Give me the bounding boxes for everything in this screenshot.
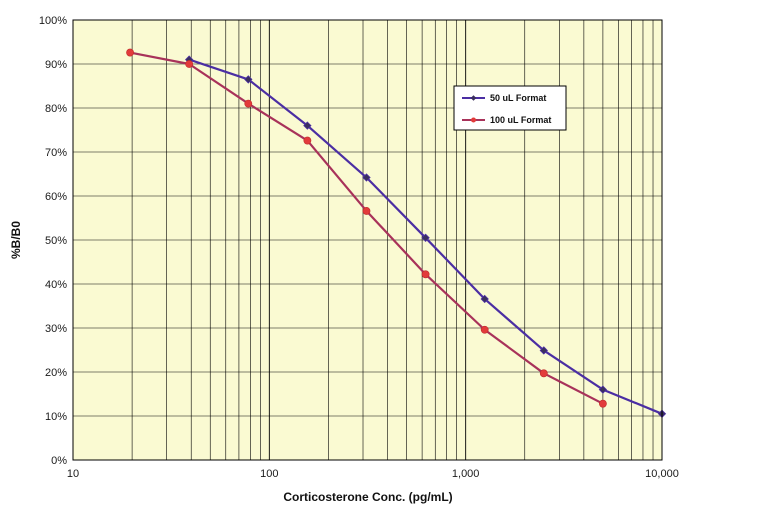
y-tick-label: 40% [45, 279, 67, 291]
x-tick-label: 10 [67, 468, 79, 480]
y-tick-label: 20% [45, 367, 67, 379]
data-point [539, 369, 548, 378]
x-tick-label: 1,000 [452, 468, 480, 480]
y-tick-label: 50% [45, 235, 67, 247]
x-axis-ticks: 10 100 1,000 10,000 [67, 468, 679, 480]
y-tick-label: 80% [45, 103, 67, 115]
data-point [598, 399, 607, 408]
data-point [244, 75, 253, 84]
y-tick-label: 60% [45, 191, 67, 203]
y-tick-label: 30% [45, 323, 67, 335]
legend-box [453, 85, 567, 131]
legend-label-100ul: 100 uL Format [490, 115, 551, 125]
y-tick-label: 0% [51, 455, 67, 467]
legend: 50 uL Format 100 uL Format [453, 85, 567, 131]
x-axis-title: Corticosterone Conc. (pg/mL) [283, 490, 452, 504]
legend-label-50ul: 50 uL Format [490, 93, 546, 103]
y-tick-label: 70% [45, 147, 67, 159]
plot-border [72, 19, 663, 461]
y-axis-ticks: 0% 10% 20% 30% 40% 50% 60% 70% 80% 90% 100% [39, 15, 67, 467]
y-tick-label: 10% [45, 411, 67, 423]
y-tick-label: 90% [45, 59, 67, 71]
data-point [244, 99, 253, 108]
data-point [480, 294, 489, 304]
y-tick-label: 100% [39, 15, 67, 27]
legend-marker-100ul [471, 117, 476, 123]
data-point [303, 121, 312, 130]
data-point [598, 385, 608, 394]
y-axis-title: %B/B0 [9, 221, 23, 259]
x-tick-label: 100 [260, 468, 278, 480]
data-point [303, 136, 312, 145]
data-point [126, 48, 134, 57]
data-point [480, 325, 489, 334]
data-point [362, 173, 371, 182]
series-group [126, 48, 667, 418]
x-tick-label: 10,000 [645, 468, 679, 480]
legend-marker-50ul [470, 95, 477, 101]
data-point [421, 270, 430, 279]
data-point [185, 60, 194, 68]
data-point [539, 346, 548, 355]
data-point [421, 233, 430, 242]
data-point [362, 207, 371, 215]
